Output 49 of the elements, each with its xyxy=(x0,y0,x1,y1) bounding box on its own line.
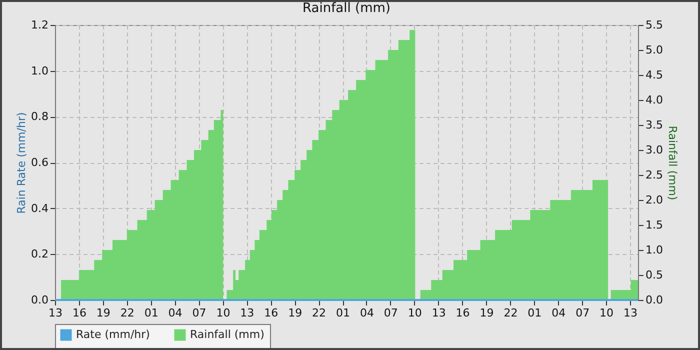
x-tick-label: 07 xyxy=(384,306,398,320)
y2-tick-label: 4.5 xyxy=(646,68,663,82)
x-tick-label: 19 xyxy=(96,306,110,320)
x-tick-label: 13 xyxy=(624,306,638,320)
x-tick-label: 04 xyxy=(168,306,182,320)
x-tick-label: 01 xyxy=(144,306,158,320)
y2-tick-label: 2.0 xyxy=(646,194,663,206)
y2-tick-label: 1.0 xyxy=(646,244,663,256)
x-tick-label: 22 xyxy=(504,306,518,320)
y2-tick-label: 3.0 xyxy=(646,144,663,156)
x-tick-label: 10 xyxy=(600,306,614,320)
x-tick-label: 01 xyxy=(336,306,350,320)
x-tick-label: 13 xyxy=(240,306,254,320)
x-tick-label: 13 xyxy=(48,306,62,320)
y2-tick-label: 5.0 xyxy=(646,44,663,56)
x-tick-label: 19 xyxy=(288,306,302,320)
y2-axis-title: Rainfall (mm) xyxy=(666,126,679,200)
y-axis-title: Rain Rate (mm/hr) xyxy=(15,112,28,214)
x-tick-label: 10 xyxy=(408,306,422,320)
x-tick-label: 19 xyxy=(480,306,494,320)
x-tick-label: 13 xyxy=(432,306,446,320)
x-tick-label: 07 xyxy=(192,306,206,320)
y-tick-label: 0.0 xyxy=(31,294,48,306)
y2-tick-label: 4.0 xyxy=(646,94,663,106)
y-tick-label: 1.2 xyxy=(31,18,48,32)
y2-tick-label: 5.5 xyxy=(646,18,663,32)
y-tick-label: 0.8 xyxy=(31,110,48,124)
y2-tick-label: 0.0 xyxy=(646,294,663,306)
y2-tick-label: 1.5 xyxy=(646,218,663,232)
chart-title: Rainfall (mm) xyxy=(302,1,390,16)
y-tick-label: 1.0 xyxy=(31,64,48,78)
x-tick-label: 16 xyxy=(72,306,86,320)
x-tick-label: 04 xyxy=(360,306,374,320)
legend-label: Rate (mm/hr) xyxy=(76,328,150,341)
x-tick-label: 16 xyxy=(456,306,470,320)
x-tick-label: 01 xyxy=(528,306,542,320)
x-tick-label: 22 xyxy=(120,306,134,320)
y2-tick-label: 0.5 xyxy=(646,268,663,282)
legend-label: Rainfall (mm) xyxy=(190,328,264,341)
x-tick-label: 16 xyxy=(264,306,278,320)
y-tick-label: 0.2 xyxy=(31,248,48,261)
y2-tick-label: 3.5 xyxy=(646,118,663,132)
y-tick-label: 0.4 xyxy=(31,202,48,215)
x-tick-label: 22 xyxy=(312,306,326,320)
x-tick-label: 10 xyxy=(216,306,230,320)
x-tick-label: 07 xyxy=(576,306,590,320)
y2-tick-label: 2.5 xyxy=(646,168,663,182)
x-tick-label: 04 xyxy=(552,306,566,320)
y-tick-label: 0.6 xyxy=(31,156,48,169)
